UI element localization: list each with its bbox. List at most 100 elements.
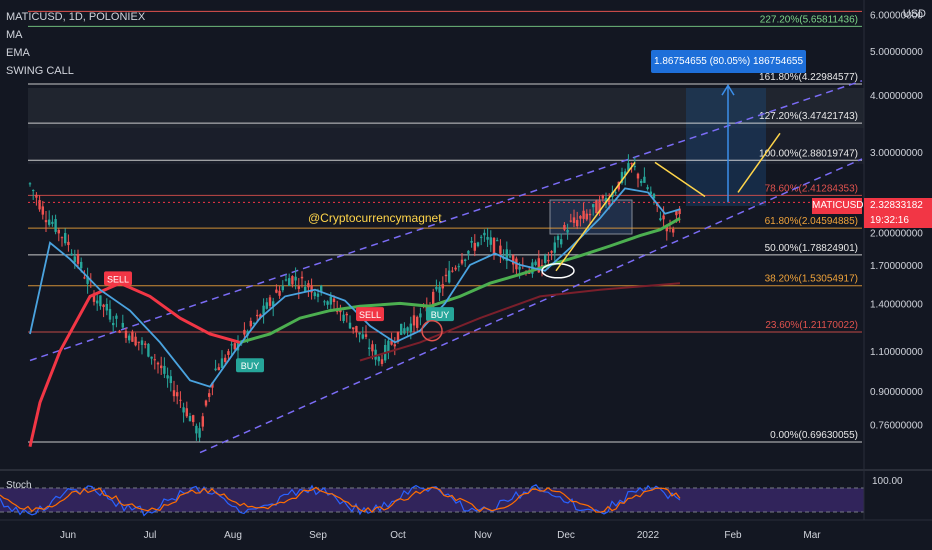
- candle-body: [537, 258, 540, 273]
- candle-body: [121, 322, 124, 328]
- candle-body: [486, 236, 489, 240]
- signal-label: BUY: [241, 361, 260, 371]
- candle-body: [35, 194, 38, 198]
- candle-body: [64, 233, 67, 244]
- signal-badge: [104, 271, 132, 286]
- fib-levels: 227.20%(5.65811436) 161.80%(4.22984577) 12…: [28, 14, 862, 443]
- candle-body: [326, 301, 329, 305]
- candle-body: [451, 270, 454, 272]
- author-watermark: @Cryptocurrencymagnet: [308, 211, 442, 225]
- candle-body: [665, 225, 668, 232]
- candle-body: [419, 313, 422, 318]
- candle-body: [358, 332, 361, 335]
- fib-level-label: 61.80%(2.04594885): [765, 216, 858, 227]
- candle-body: [556, 236, 560, 241]
- signal-label: SELL: [359, 310, 381, 320]
- last-price-tag: 2.32833182 19:32:16: [864, 198, 932, 228]
- candle-body: [604, 197, 608, 204]
- currency-selector[interactable]: USD: [902, 8, 926, 20]
- channel-upper-line: [29, 80, 863, 362]
- candle-body: [659, 218, 662, 221]
- trend-channel: [28, 10, 863, 454]
- candle-body: [211, 382, 214, 388]
- candle-body: [579, 215, 582, 219]
- candle-body: [643, 176, 646, 183]
- candle-body: [28, 183, 32, 185]
- candle-body: [563, 224, 566, 230]
- channel-lower-line: [199, 158, 863, 454]
- candle-body: [457, 266, 460, 268]
- candle-body: [598, 200, 601, 213]
- candle-body: [163, 365, 166, 374]
- candle-body: [352, 327, 355, 330]
- time-tick-label: Nov: [474, 530, 492, 541]
- candle-body: [416, 316, 419, 328]
- ma-long: [359, 282, 681, 362]
- fib-level-label: 38.20%(1.53054917): [765, 274, 858, 285]
- fib-level-label: 127.20%(3.47421743): [759, 111, 858, 122]
- candle-body: [400, 323, 403, 335]
- candle-body: [268, 297, 272, 306]
- stoch-d-line: [0, 486, 681, 513]
- candle-body: [96, 300, 99, 304]
- candle-body: [307, 283, 310, 288]
- candle-body: [86, 276, 89, 284]
- candle-body: [630, 163, 633, 165]
- time-tick-label: Dec: [557, 530, 575, 541]
- candle-body: [339, 309, 342, 313]
- candle-body: [441, 284, 444, 289]
- candle-body: [380, 359, 384, 364]
- candle-body: [342, 314, 345, 321]
- candle-body: [137, 341, 140, 343]
- candle-body: [633, 166, 636, 168]
- fib-level-label: 161.80%(4.22984577): [759, 72, 858, 83]
- candle-body: [636, 173, 640, 179]
- measure-tool-label: 1.86754655 (80.05%) 186754655: [651, 50, 806, 73]
- candle-body: [496, 240, 499, 242]
- fib-level-label: 227.20%(5.65811436): [760, 14, 858, 25]
- candle-body: [547, 259, 550, 262]
- candle-body: [624, 171, 627, 176]
- fib-level-label: 50.00%(1.78824901): [765, 243, 858, 254]
- candle-body: [32, 190, 35, 192]
- candle-body: [483, 232, 486, 236]
- candle-body: [396, 331, 400, 342]
- candle-body: [499, 245, 502, 254]
- candle-body: [374, 349, 377, 360]
- candle-body: [227, 351, 230, 355]
- time-tick-label: Feb: [724, 530, 742, 541]
- measure-projection-area: [686, 88, 766, 206]
- candle-body: [288, 278, 291, 287]
- stoch-band: [0, 488, 864, 512]
- ema-slow-green: [239, 216, 681, 344]
- candle-body: [435, 286, 438, 290]
- candle-body: [662, 215, 665, 220]
- candle-body: [76, 253, 80, 264]
- candle-body: [265, 302, 268, 309]
- signal-badge: [426, 307, 454, 322]
- candle-body: [467, 250, 470, 254]
- candle-body: [553, 242, 556, 253]
- candle-body: [652, 193, 656, 199]
- candle-body: [393, 344, 396, 347]
- candle-body: [179, 399, 182, 401]
- candle-body: [92, 293, 96, 302]
- candle-body: [476, 242, 480, 247]
- indicator-ma[interactable]: MA: [6, 29, 23, 41]
- fib-level-label: 100.00%(2.88019747): [759, 148, 858, 159]
- indicator-ema[interactable]: EMA: [6, 47, 30, 59]
- candle-body: [131, 331, 134, 342]
- candle-body: [470, 240, 473, 243]
- candle-body: [678, 208, 681, 215]
- annotations: SELL SELL BUY BUY: [28, 84, 862, 373]
- indicator-swing-call[interactable]: SWING CALL: [6, 65, 74, 77]
- candle-body: [489, 237, 492, 245]
- time-axis: Jun Jul Aug Sep Oct Nov Dec 2022 Feb Mar: [60, 530, 821, 541]
- candle-body: [243, 329, 246, 335]
- stoch-oscillator: [0, 484, 681, 517]
- last-price-value: 2.32833182: [870, 200, 923, 211]
- signal-badge: [356, 307, 384, 322]
- candle-body: [281, 285, 284, 291]
- candle-body: [412, 315, 416, 326]
